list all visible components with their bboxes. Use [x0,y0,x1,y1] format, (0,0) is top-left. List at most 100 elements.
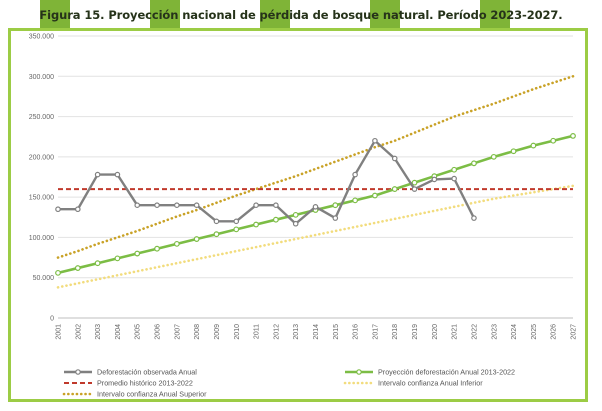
x-tick-label: 2022 [471,324,478,340]
data-point [292,211,299,218]
x-tick-label: 2021 [452,324,459,340]
x-tick-label: 2001 [56,324,63,340]
x-tick-label: 2020 [432,324,439,340]
x-tick-label: 2012 [273,324,280,340]
x-tick-label: 2016 [353,324,360,340]
title-stripe [370,0,400,30]
data-point [550,137,557,144]
y-tick-label: 0 [50,316,54,323]
x-tick-label: 2026 [551,324,558,340]
data-point [233,226,240,233]
x-tick-label: 2007 [174,324,181,340]
legend-label: Promedio histórico 2013-2022 [97,379,193,388]
x-tick-label: 2014 [313,324,320,340]
data-point [570,133,576,139]
data-point [431,176,438,183]
data-point [94,260,101,267]
x-tick-label: 2015 [333,324,340,340]
title-stripe [480,0,510,30]
x-tick-label: 2023 [491,324,498,340]
x-tick-label: 2004 [115,324,122,340]
x-tick-label: 2002 [75,324,82,340]
data-point [55,206,61,213]
legend-marker [75,369,81,375]
series-line-4 [56,74,575,259]
x-tick-label: 2008 [194,324,201,340]
data-point [332,202,339,209]
series-line-3 [56,184,575,289]
x-tick-label: 2027 [571,324,578,340]
data-point [193,236,200,242]
x-tick-label: 2009 [214,324,221,340]
data-point [253,221,259,228]
data-point [94,171,101,178]
data-point [451,175,457,182]
data-point [352,171,358,178]
data-point [114,171,121,178]
legend-label: Intervalo confianza Anual Superior [97,390,207,399]
data-point [411,186,418,192]
data-point [352,197,359,204]
data-point [154,245,160,252]
data-point [74,265,81,271]
data-point [114,255,121,262]
data-point [292,220,299,227]
x-tick-label: 2010 [234,324,241,340]
data-point [154,202,160,209]
x-tick-label: 2019 [412,324,419,340]
data-point [273,202,279,209]
data-point [411,179,418,186]
title-band [0,0,602,30]
data-point [174,202,180,209]
title-stripe [40,0,70,30]
legend-label: Intervalo confianza Anual Inferior [378,379,483,388]
x-tick-label: 2003 [95,324,102,340]
title-stripe [260,0,290,30]
data-point [471,215,477,221]
x-tick-label: 2017 [372,324,379,340]
data-point [490,153,497,160]
y-tick-label: 100.000 [29,235,54,242]
x-tick-label: 2011 [254,324,261,339]
data-point [451,166,458,173]
x-tick-label: 2005 [135,324,142,340]
legend-label: Proyección deforestación Anual 2013-2022 [378,368,515,377]
data-point [510,148,517,155]
x-tick-label: 2013 [293,324,300,340]
data-point [471,160,477,167]
data-point [391,155,398,162]
data-point [134,202,141,209]
x-tick-label: 2018 [392,324,399,340]
x-tick-label: 2025 [531,324,538,340]
x-tick-label: 2006 [155,324,162,340]
data-point [213,231,220,238]
chart-title: Figura 15. Proyección nacional de pérdid… [39,8,563,22]
data-point [332,215,339,221]
data-point [312,204,319,210]
legend-label: Deforestación observada Anual [97,368,197,377]
data-point [75,206,81,213]
data-point [372,137,378,144]
y-tick-label: 250.000 [29,114,54,121]
data-point [372,192,378,199]
data-point [55,269,61,276]
y-tick-label: 50.000 [33,275,55,282]
data-point [134,250,141,257]
series-line-0 [56,139,476,225]
data-point [253,202,259,209]
data-point [173,240,180,247]
data-point [213,218,220,225]
legend-marker [356,369,362,375]
data-point [391,186,398,192]
y-tick-label: 200.000 [29,154,54,161]
data-point [233,218,240,225]
data-point [272,216,279,223]
y-tick-label: 350.000 [29,34,54,41]
y-tick-label: 150.000 [29,195,54,202]
title-stripe [150,0,180,30]
data-point [530,142,537,149]
data-point [193,202,200,209]
y-tick-label: 300.000 [29,74,54,81]
x-tick-label: 2024 [511,324,518,340]
